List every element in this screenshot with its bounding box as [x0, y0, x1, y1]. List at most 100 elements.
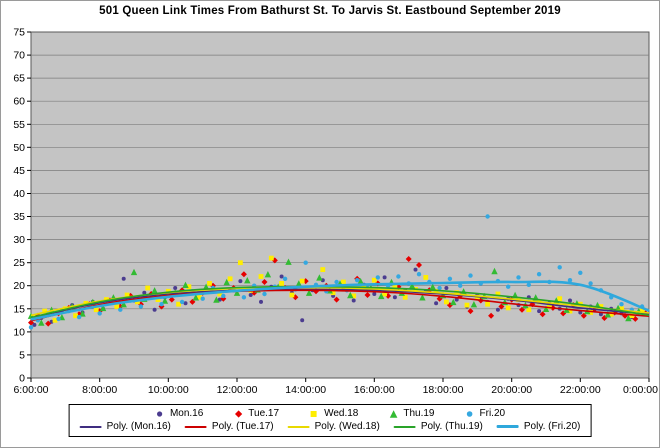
- data-point: [413, 267, 418, 272]
- legend-poly-label: Poly. (Thu.19): [420, 421, 483, 432]
- data-point: [56, 316, 61, 322]
- legend-item-poly-thu19: Poly. (Thu.19): [393, 421, 483, 432]
- data-point: [372, 292, 377, 296]
- data-point: [429, 283, 436, 290]
- data-point: [557, 296, 563, 302]
- data-point: [526, 282, 531, 287]
- data-point: [241, 295, 247, 300]
- data-point: [536, 272, 542, 277]
- data-point: [32, 322, 37, 327]
- data-point: [176, 301, 181, 307]
- data-point: [568, 298, 572, 303]
- data-point: [537, 309, 542, 314]
- data-point: [405, 256, 412, 262]
- legend-series-label: Wed.18: [324, 408, 359, 419]
- trendline-Tue.17: [30, 289, 650, 322]
- data-point: [159, 302, 164, 307]
- x-axis-label: 20:00:00: [491, 384, 532, 396]
- y-axis-label: 50: [13, 142, 25, 154]
- legend-row-poly: Poly. (Mon.16) Poly. (Tue.17) Poly. (Wed.1…: [79, 421, 580, 432]
- legend-item-poly-mon16: Poly. (Mon.16): [79, 421, 171, 432]
- trendline-swatch-icon: [79, 425, 102, 428]
- data-point: [238, 260, 243, 266]
- data-point: [450, 298, 457, 306]
- data-point: [240, 271, 247, 278]
- data-point: [38, 319, 45, 326]
- data-point: [491, 267, 498, 275]
- legend-series-label: Fri.20: [479, 408, 506, 419]
- data-point: [305, 289, 313, 296]
- legend-series-label: Thu.19: [403, 408, 435, 419]
- x-axis-label: 22:00:00: [560, 384, 601, 396]
- legend: Mon.16 Tue.17 Wed.18 Thu.19 Fri.20 Poly. (Mo…: [68, 404, 592, 437]
- data-point: [488, 312, 495, 319]
- data-point: [76, 314, 82, 320]
- data-point: [262, 291, 267, 297]
- data-point: [516, 275, 521, 280]
- data-point: [357, 277, 364, 285]
- plot-background: [30, 31, 650, 379]
- data-point: [454, 290, 460, 296]
- y-axis-label: 70: [13, 50, 25, 62]
- data-point: [299, 278, 305, 284]
- trendline-Fri.20: [30, 280, 650, 321]
- legend-item-tue17: Tue.17: [233, 408, 279, 419]
- data-point: [542, 305, 550, 312]
- x-axis-label: 10:00:00: [148, 384, 189, 396]
- data-point: [135, 299, 140, 305]
- y-axis-label: 75: [13, 27, 25, 39]
- y-axis-label: 30: [13, 234, 25, 246]
- data-point: [392, 295, 397, 300]
- data-point: [526, 307, 532, 313]
- legend-poly-label: Poly. (Mon.16): [106, 421, 171, 432]
- legend-marker-icon: [466, 410, 473, 417]
- data-point: [93, 307, 99, 313]
- data-point: [130, 268, 138, 276]
- data-point: [506, 284, 511, 289]
- data-point: [233, 289, 241, 296]
- data-point: [604, 311, 611, 318]
- chart-plot-area: 0 5 10 15 20 25 30 35 40 45 50 55 60 65 70 75 6:00:00 8:0…: [13, 27, 658, 397]
- data-point: [371, 277, 377, 283]
- data-point: [99, 304, 107, 312]
- legend-item-mon16: Mon.16: [155, 408, 203, 419]
- data-point: [447, 276, 453, 281]
- data-point: [238, 279, 243, 284]
- data-point: [598, 304, 604, 309]
- legend-marker-icon: [157, 410, 163, 417]
- data-point: [285, 258, 292, 265]
- data-point: [282, 276, 288, 281]
- y-axis-label: 10: [13, 326, 25, 338]
- data-point: [464, 302, 470, 308]
- data-point: [433, 288, 439, 294]
- y-axis-label: 35: [13, 211, 25, 223]
- data-point: [470, 301, 478, 308]
- chart-title: 501 Queen Link Times From Bathurst St. T…: [99, 5, 561, 17]
- legend-item-poly-fri20: Poly. (Fri.20): [496, 421, 580, 432]
- x-axis-label: 12:00:00: [217, 384, 258, 396]
- legend-item-poly-wed18: Poly. (Wed.18): [287, 421, 380, 432]
- data-point: [416, 262, 422, 268]
- data-point: [334, 279, 339, 285]
- data-point: [173, 286, 178, 290]
- data-point: [485, 301, 490, 307]
- data-point: [268, 255, 274, 261]
- data-point: [608, 311, 614, 317]
- data-point: [495, 307, 500, 312]
- data-point: [382, 275, 387, 280]
- data-point: [145, 285, 151, 291]
- data-point: [289, 292, 295, 298]
- data-point: [207, 281, 212, 286]
- data-point: [598, 312, 603, 317]
- data-point: [259, 299, 263, 304]
- data-point: [588, 281, 593, 286]
- data-point: [355, 278, 360, 283]
- data-point: [567, 278, 573, 283]
- legend-marker-icon: [389, 409, 398, 418]
- data-point: [152, 307, 157, 312]
- trendline-swatch-icon: [184, 425, 207, 428]
- data-point: [639, 307, 645, 313]
- data-point: [114, 304, 120, 309]
- data-point: [248, 293, 253, 297]
